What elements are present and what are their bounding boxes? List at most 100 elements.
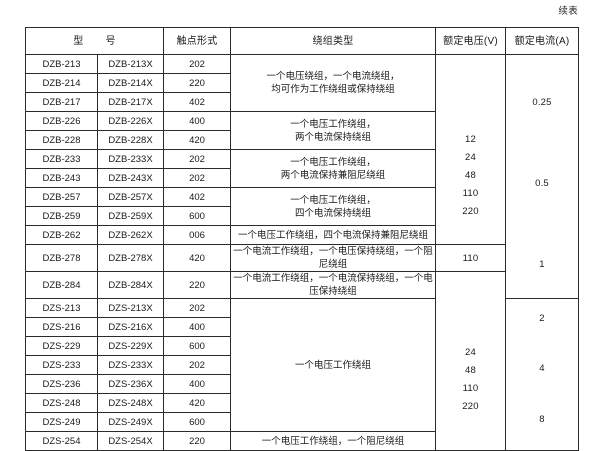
cell-model-b: DZS-229X bbox=[97, 336, 164, 356]
cell-model-b: DZB-278X bbox=[97, 244, 164, 272]
current-value-stack: 0.25 0.5 1 bbox=[507, 56, 578, 298]
column-header-contact-form: 触点形式 bbox=[163, 27, 231, 55]
table-row: DZS-236 DZS-236X 400 bbox=[25, 374, 579, 394]
cell-contact-form: 202 bbox=[163, 355, 231, 375]
column-header-rated-voltage: 额定电压(V) bbox=[435, 27, 506, 55]
voltage-value: 12 bbox=[465, 133, 476, 145]
continued-table-label: 续表 bbox=[558, 6, 578, 17]
table-row: DZB-243 DZB-243X 202 bbox=[25, 168, 579, 188]
cell-model-a: DZB-233 bbox=[25, 149, 98, 169]
cell-model-b: DZB-233X bbox=[97, 149, 164, 169]
cell-rated-voltage: 24 48 110 220 bbox=[435, 271, 506, 451]
cell-model-a: DZS-236 bbox=[25, 374, 98, 394]
cell-contact-form: 220 bbox=[163, 73, 231, 93]
current-value: 1 bbox=[539, 258, 545, 270]
voltage-value-stack: 24 48 110 220 bbox=[437, 273, 505, 450]
current-value: 4 bbox=[539, 363, 545, 375]
voltage-value: 220 bbox=[462, 205, 479, 217]
cell-model-a: DZB-228 bbox=[25, 130, 98, 150]
cell-contact-form: 402 bbox=[163, 187, 231, 207]
cell-model-a: DZB-243 bbox=[25, 168, 98, 188]
cell-model-b: DZS-216X bbox=[97, 317, 164, 337]
voltage-value: 110 bbox=[462, 187, 479, 199]
cell-model-b: DZB-213X bbox=[97, 54, 164, 74]
table-row: DZB-214 DZB-214X 220 bbox=[25, 73, 579, 93]
cell-model-a: DZB-214 bbox=[25, 73, 98, 93]
column-header-model-part-a: 型 bbox=[73, 35, 84, 47]
cell-model-a: DZB-262 bbox=[25, 225, 98, 245]
table-row: DZB-233 DZB-233X 202 一个电压工作绕组， 两个电流保持兼阻尼… bbox=[25, 149, 579, 188]
cell-model-a: DZS-233 bbox=[25, 355, 98, 375]
cell-contact-form: 600 bbox=[163, 412, 231, 432]
cell-contact-form: 202 bbox=[163, 298, 231, 318]
voltage-value: 48 bbox=[465, 365, 476, 376]
cell-model-a: DZB-284 bbox=[25, 271, 98, 299]
cell-model-a: DZS-249 bbox=[25, 412, 98, 432]
cell-model-b: DZB-214X bbox=[97, 73, 164, 93]
winding-line: 一个电压绕组，一个电流绕组， bbox=[266, 71, 400, 82]
table-row: DZB-228 DZB-228X 420 bbox=[25, 130, 579, 150]
column-header-winding-type: 绕组类型 bbox=[230, 27, 436, 55]
cell-winding-type: 一个电压工作绕组， 四个电流保持绕组 bbox=[230, 187, 436, 226]
table-header: 型号 触点形式 绕组类型 额定电压(V) 额定电流(A) bbox=[25, 27, 579, 55]
cell-contact-form: 006 bbox=[163, 225, 231, 245]
cell-winding-type: 一个电压工作绕组， 两个电流保持绕组 bbox=[230, 111, 436, 150]
cell-model-a: DZS-213 bbox=[25, 298, 98, 318]
cell-winding-type: 一个电流工作绕组，一个电压保持绕组，一个阻尼绕组 bbox=[230, 244, 436, 272]
cell-contact-form: 220 bbox=[163, 271, 231, 299]
winding-line: 两个电流保持绕组 bbox=[294, 131, 371, 143]
cell-winding-type: 一个电流工作绕组，一个电流保持绕组，一个电压保持绕组 bbox=[230, 271, 436, 299]
winding-line: 一个电压工作绕组， bbox=[290, 194, 376, 206]
table-row: DZS-229 DZS-229X 600 bbox=[25, 336, 579, 356]
voltage-value: 220 bbox=[462, 401, 479, 412]
current-value: 8 bbox=[539, 413, 545, 425]
table-row: DZB-262 DZB-262X 006 一个电压工作绕组，四个电流保持兼阻尼绕… bbox=[25, 225, 579, 245]
cell-model-b: DZB-243X bbox=[97, 168, 164, 188]
cell-model-a: DZB-213 bbox=[25, 54, 98, 74]
table-row: DZS-233 DZS-233X 202 bbox=[25, 355, 579, 375]
winding-line: 一个电压工作绕组，四个电流保持兼阻尼绕组 bbox=[237, 229, 428, 241]
relay-spec-table: 型号 触点形式 绕组类型 额定电压(V) 额定电流(A) DZB-213 DZB… bbox=[25, 27, 579, 451]
cell-winding-type: 一个电压工作绕组 bbox=[230, 298, 436, 432]
current-value: 0.5 bbox=[535, 177, 549, 189]
cell-winding-type: 一个电压工作绕组， 两个电流保持兼阻尼绕组 bbox=[230, 149, 436, 188]
cell-rated-voltage: 110 bbox=[435, 244, 506, 272]
cell-rated-current: 2 4 8 bbox=[505, 298, 579, 451]
winding-line: 一个电流工作绕组，一个电压保持绕组，一个阻尼绕组 bbox=[233, 246, 433, 270]
column-header-rated-current: 额定电流(A) bbox=[505, 27, 579, 55]
winding-line: 一个电压工作绕组 bbox=[294, 359, 371, 371]
cell-contact-form: 400 bbox=[163, 111, 231, 131]
cell-model-b: DZS-236X bbox=[97, 374, 164, 394]
cell-model-b: DZB-226X bbox=[97, 111, 164, 131]
cell-model-a: DZB-217 bbox=[25, 92, 98, 112]
cell-contact-form: 220 bbox=[163, 431, 231, 451]
table-row: DZB-278 DZB-278X 420 一个电流工作绕组，一个电压保持绕组，一… bbox=[25, 244, 579, 272]
cell-model-a: DZS-216 bbox=[25, 317, 98, 337]
cell-rated-current: 0.25 0.5 1 bbox=[505, 54, 579, 299]
cell-contact-form: 420 bbox=[163, 244, 231, 272]
cell-model-a: DZB-226 bbox=[25, 111, 98, 131]
table-row: DZB-259 DZB-259X 600 bbox=[25, 206, 579, 226]
header-row: 型号 触点形式 绕组类型 额定电压(V) 额定电流(A) bbox=[25, 27, 579, 55]
cell-model-b: DZS-254X bbox=[97, 431, 164, 451]
voltage-value: 110 bbox=[462, 383, 479, 394]
winding-line: 一个电压工作绕组，一个阻尼绕组 bbox=[261, 435, 405, 447]
voltage-value: 24 bbox=[465, 151, 476, 163]
cell-model-a: DZS-254 bbox=[25, 431, 98, 451]
cell-contact-form: 400 bbox=[163, 317, 231, 337]
cell-model-b: DZB-262X bbox=[97, 225, 164, 245]
winding-line: 四个电流保持绕组 bbox=[294, 207, 371, 219]
cell-contact-form: 202 bbox=[163, 149, 231, 169]
table-row: DZB-226 DZB-226X 400 一个电压工作绕组， 两个电流保持绕组 bbox=[25, 111, 579, 150]
cell-model-b: DZB-257X bbox=[97, 187, 164, 207]
cell-winding-type: 一个电压工作绕组，一个阻尼绕组 bbox=[230, 431, 436, 451]
cell-rated-voltage: 12 24 48 110 220 bbox=[435, 54, 506, 245]
cell-winding-type: 一个电压工作绕组，四个电流保持兼阻尼绕组 bbox=[230, 225, 436, 245]
cell-model-a: DZS-248 bbox=[25, 393, 98, 413]
cell-contact-form: 202 bbox=[163, 168, 231, 188]
cell-model-a: DZB-257 bbox=[25, 187, 98, 207]
column-header-model: 型号 bbox=[25, 27, 164, 55]
current-value-stack: 2 4 8 bbox=[507, 300, 578, 450]
table-row: DZB-213 DZB-213X 202 一个电压绕组，一个电流绕组， 均可作为… bbox=[25, 54, 579, 299]
cell-contact-form: 600 bbox=[163, 206, 231, 226]
